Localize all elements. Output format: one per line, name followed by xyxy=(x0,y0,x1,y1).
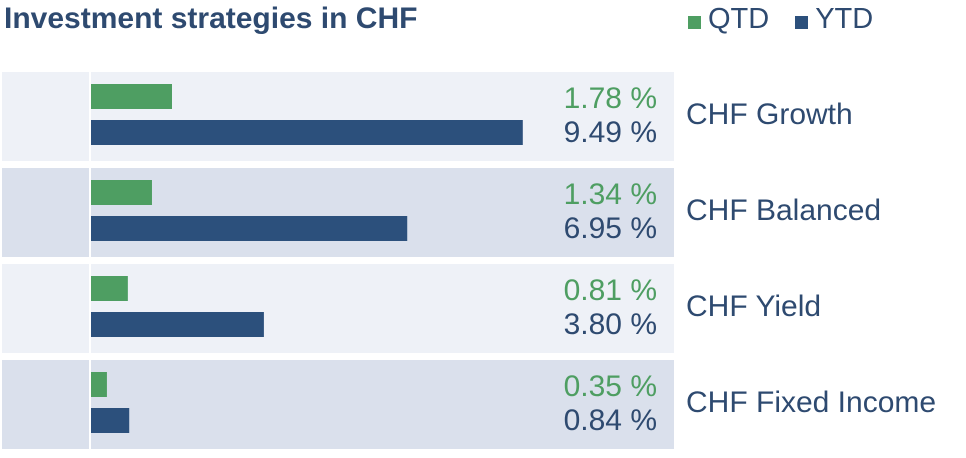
value-label-qtd-chf-yield: 0.81 % xyxy=(564,274,657,307)
legend-item-ytd: YTD xyxy=(795,3,873,36)
legend-label-ytd: YTD xyxy=(815,2,874,35)
chart-title: Investment strategies in CHF xyxy=(4,2,418,35)
value-label-ytd-chf-fixed-income: 0.84 % xyxy=(564,404,657,437)
category-label-chf-balanced: CHF Balanced xyxy=(686,194,881,227)
legend-swatch-ytd xyxy=(795,15,809,29)
legend-label-qtd: QTD xyxy=(708,2,770,35)
legend-swatch-qtd xyxy=(688,15,701,29)
bar-qtd-chf-balanced xyxy=(91,180,152,205)
value-label-qtd-chf-balanced: 1.34 % xyxy=(564,178,657,211)
bar-qtd-chf-fixed-income xyxy=(91,372,107,397)
value-label-qtd-chf-growth: 1.78 % xyxy=(564,82,657,115)
value-label-ytd-chf-growth: 9.49 % xyxy=(564,116,657,149)
bar-qtd-chf-growth xyxy=(91,84,172,109)
legend: QTD YTD xyxy=(688,0,873,38)
category-label-chf-fixed-income: CHF Fixed Income xyxy=(686,386,936,419)
value-label-ytd-chf-balanced: 6.95 % xyxy=(564,212,657,245)
bar-qtd-chf-yield xyxy=(91,276,128,301)
category-label-chf-growth: CHF Growth xyxy=(686,98,853,131)
bar-ytd-chf-yield xyxy=(91,312,264,337)
row-band-chf-fixed-income xyxy=(2,360,674,449)
bar-ytd-chf-fixed-income xyxy=(91,408,130,433)
bar-ytd-chf-growth xyxy=(91,120,523,145)
value-label-qtd-chf-fixed-income: 0.35 % xyxy=(564,370,657,403)
legend-item-qtd: QTD xyxy=(688,3,769,36)
category-label-chf-yield: CHF Yield xyxy=(686,290,821,323)
value-label-ytd-chf-yield: 3.80 % xyxy=(564,308,657,341)
bar-ytd-chf-balanced xyxy=(91,216,408,241)
